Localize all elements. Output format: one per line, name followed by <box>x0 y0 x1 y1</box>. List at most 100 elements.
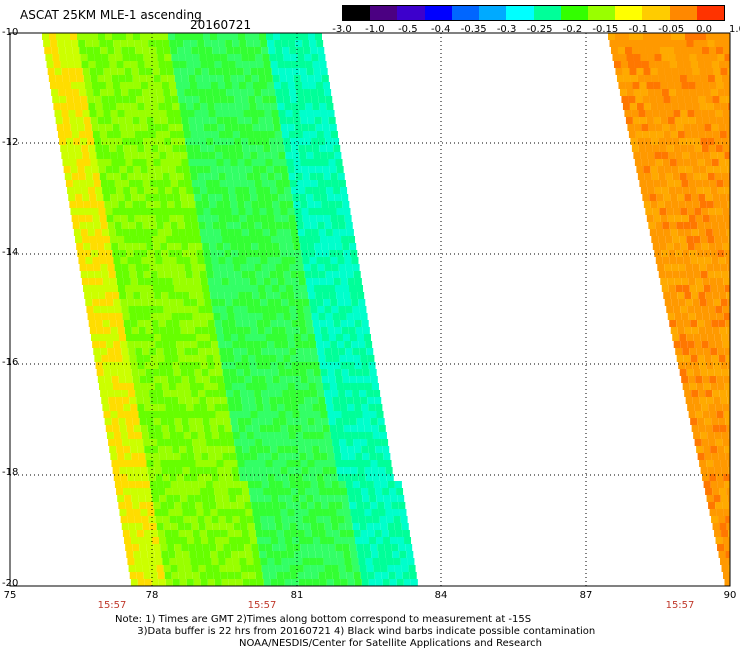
swath-cell <box>143 54 151 61</box>
swath-cell <box>302 341 310 348</box>
swath-cell <box>363 502 371 509</box>
swath-cell <box>725 61 730 68</box>
swath-cell <box>161 467 169 474</box>
swath-cell <box>266 33 273 40</box>
swath-cell <box>266 208 274 215</box>
swath-cell <box>618 82 626 89</box>
swath-cell <box>182 509 190 516</box>
swath-cell <box>87 96 95 103</box>
swath-cell <box>176 558 184 565</box>
swath-cell <box>60 145 68 152</box>
swath-cell <box>305 145 313 152</box>
swath-cell <box>647 54 655 61</box>
swath-cell <box>341 411 349 418</box>
swath-cell <box>294 425 302 432</box>
swath-cell <box>167 418 175 425</box>
swath-cell <box>136 313 144 320</box>
swath-cell <box>706 68 714 75</box>
swath-cell <box>625 82 633 89</box>
swath-cell <box>287 33 294 40</box>
swath-cell <box>348 411 356 418</box>
swath-cell <box>337 173 345 180</box>
swath-cell <box>193 362 201 369</box>
swath-cell <box>95 278 103 285</box>
swath-cell <box>202 502 210 509</box>
swath-cell <box>125 334 133 341</box>
swath-cell <box>692 166 700 173</box>
swath-cell <box>165 103 173 110</box>
swath-cell <box>242 404 250 411</box>
swath-cell <box>728 75 730 82</box>
swath-cell <box>208 327 216 334</box>
swath-cell <box>721 530 729 537</box>
swath-cell <box>258 376 266 383</box>
swath-cell <box>677 96 685 103</box>
swath-cell <box>313 453 321 460</box>
swath-cell <box>666 306 674 313</box>
swath-cell <box>219 523 227 530</box>
swath-cell <box>163 222 171 229</box>
swath-cell <box>333 187 341 194</box>
swath-cell <box>225 173 233 180</box>
swath-cell <box>190 257 198 264</box>
swath-cell <box>167 502 175 509</box>
swath-cell <box>130 320 138 327</box>
swath-cell <box>132 418 140 425</box>
swath-cell <box>101 313 109 320</box>
swath-cell <box>696 383 704 390</box>
swath-cell <box>351 516 359 523</box>
colorbar-swatch <box>397 6 425 20</box>
swath-cell <box>221 320 229 327</box>
swath-cell <box>327 236 335 243</box>
swath-cell <box>161 509 169 516</box>
swath-cell <box>181 460 189 467</box>
swath-cell <box>319 278 327 285</box>
swath-cell <box>627 124 635 131</box>
swath-cell <box>379 516 387 523</box>
swath-cell <box>327 194 335 201</box>
swath-cell <box>651 236 659 243</box>
swath-cell <box>360 530 368 537</box>
swath-cell <box>658 236 666 243</box>
swath-cell <box>343 292 351 299</box>
swath-cell <box>720 397 728 404</box>
swath-cell <box>663 229 671 236</box>
colorbar-label: -3.0 <box>332 24 352 35</box>
swath-cell <box>214 103 222 110</box>
swath-cell <box>177 306 185 313</box>
swath-cell <box>80 229 88 236</box>
swath-cell <box>675 54 683 61</box>
swath-cell <box>338 523 346 530</box>
swath-cell <box>297 572 305 579</box>
swath-cell <box>172 362 180 369</box>
swath-cell <box>117 411 125 418</box>
swath-cell <box>234 271 242 278</box>
swath-cell <box>351 257 359 264</box>
swath-cell <box>286 376 294 383</box>
swath-cell <box>138 495 146 502</box>
swath-cell <box>309 215 317 222</box>
swath-cell <box>217 509 225 516</box>
swath-cell <box>111 376 119 383</box>
swath-cell <box>186 362 194 369</box>
swath-cell <box>355 369 363 376</box>
swath-cell <box>244 159 252 166</box>
swath-cell <box>100 348 108 355</box>
swath-cell <box>248 530 256 537</box>
swath-cell <box>360 572 368 579</box>
swath-cell <box>665 40 673 47</box>
swath-cell <box>681 278 689 285</box>
swath-cell <box>124 68 132 75</box>
swath-cell <box>404 537 412 544</box>
swath-cell <box>282 523 290 530</box>
swath-cell <box>275 390 283 397</box>
swath-cell <box>149 348 157 355</box>
swath-cell <box>184 565 192 572</box>
swath-cell <box>253 516 261 523</box>
swath-cell <box>101 96 109 103</box>
swath-cell <box>659 47 667 54</box>
swath-cell <box>62 117 70 124</box>
swath-cell <box>284 446 292 453</box>
swath-cell <box>320 537 328 544</box>
swath-cell <box>245 467 253 474</box>
